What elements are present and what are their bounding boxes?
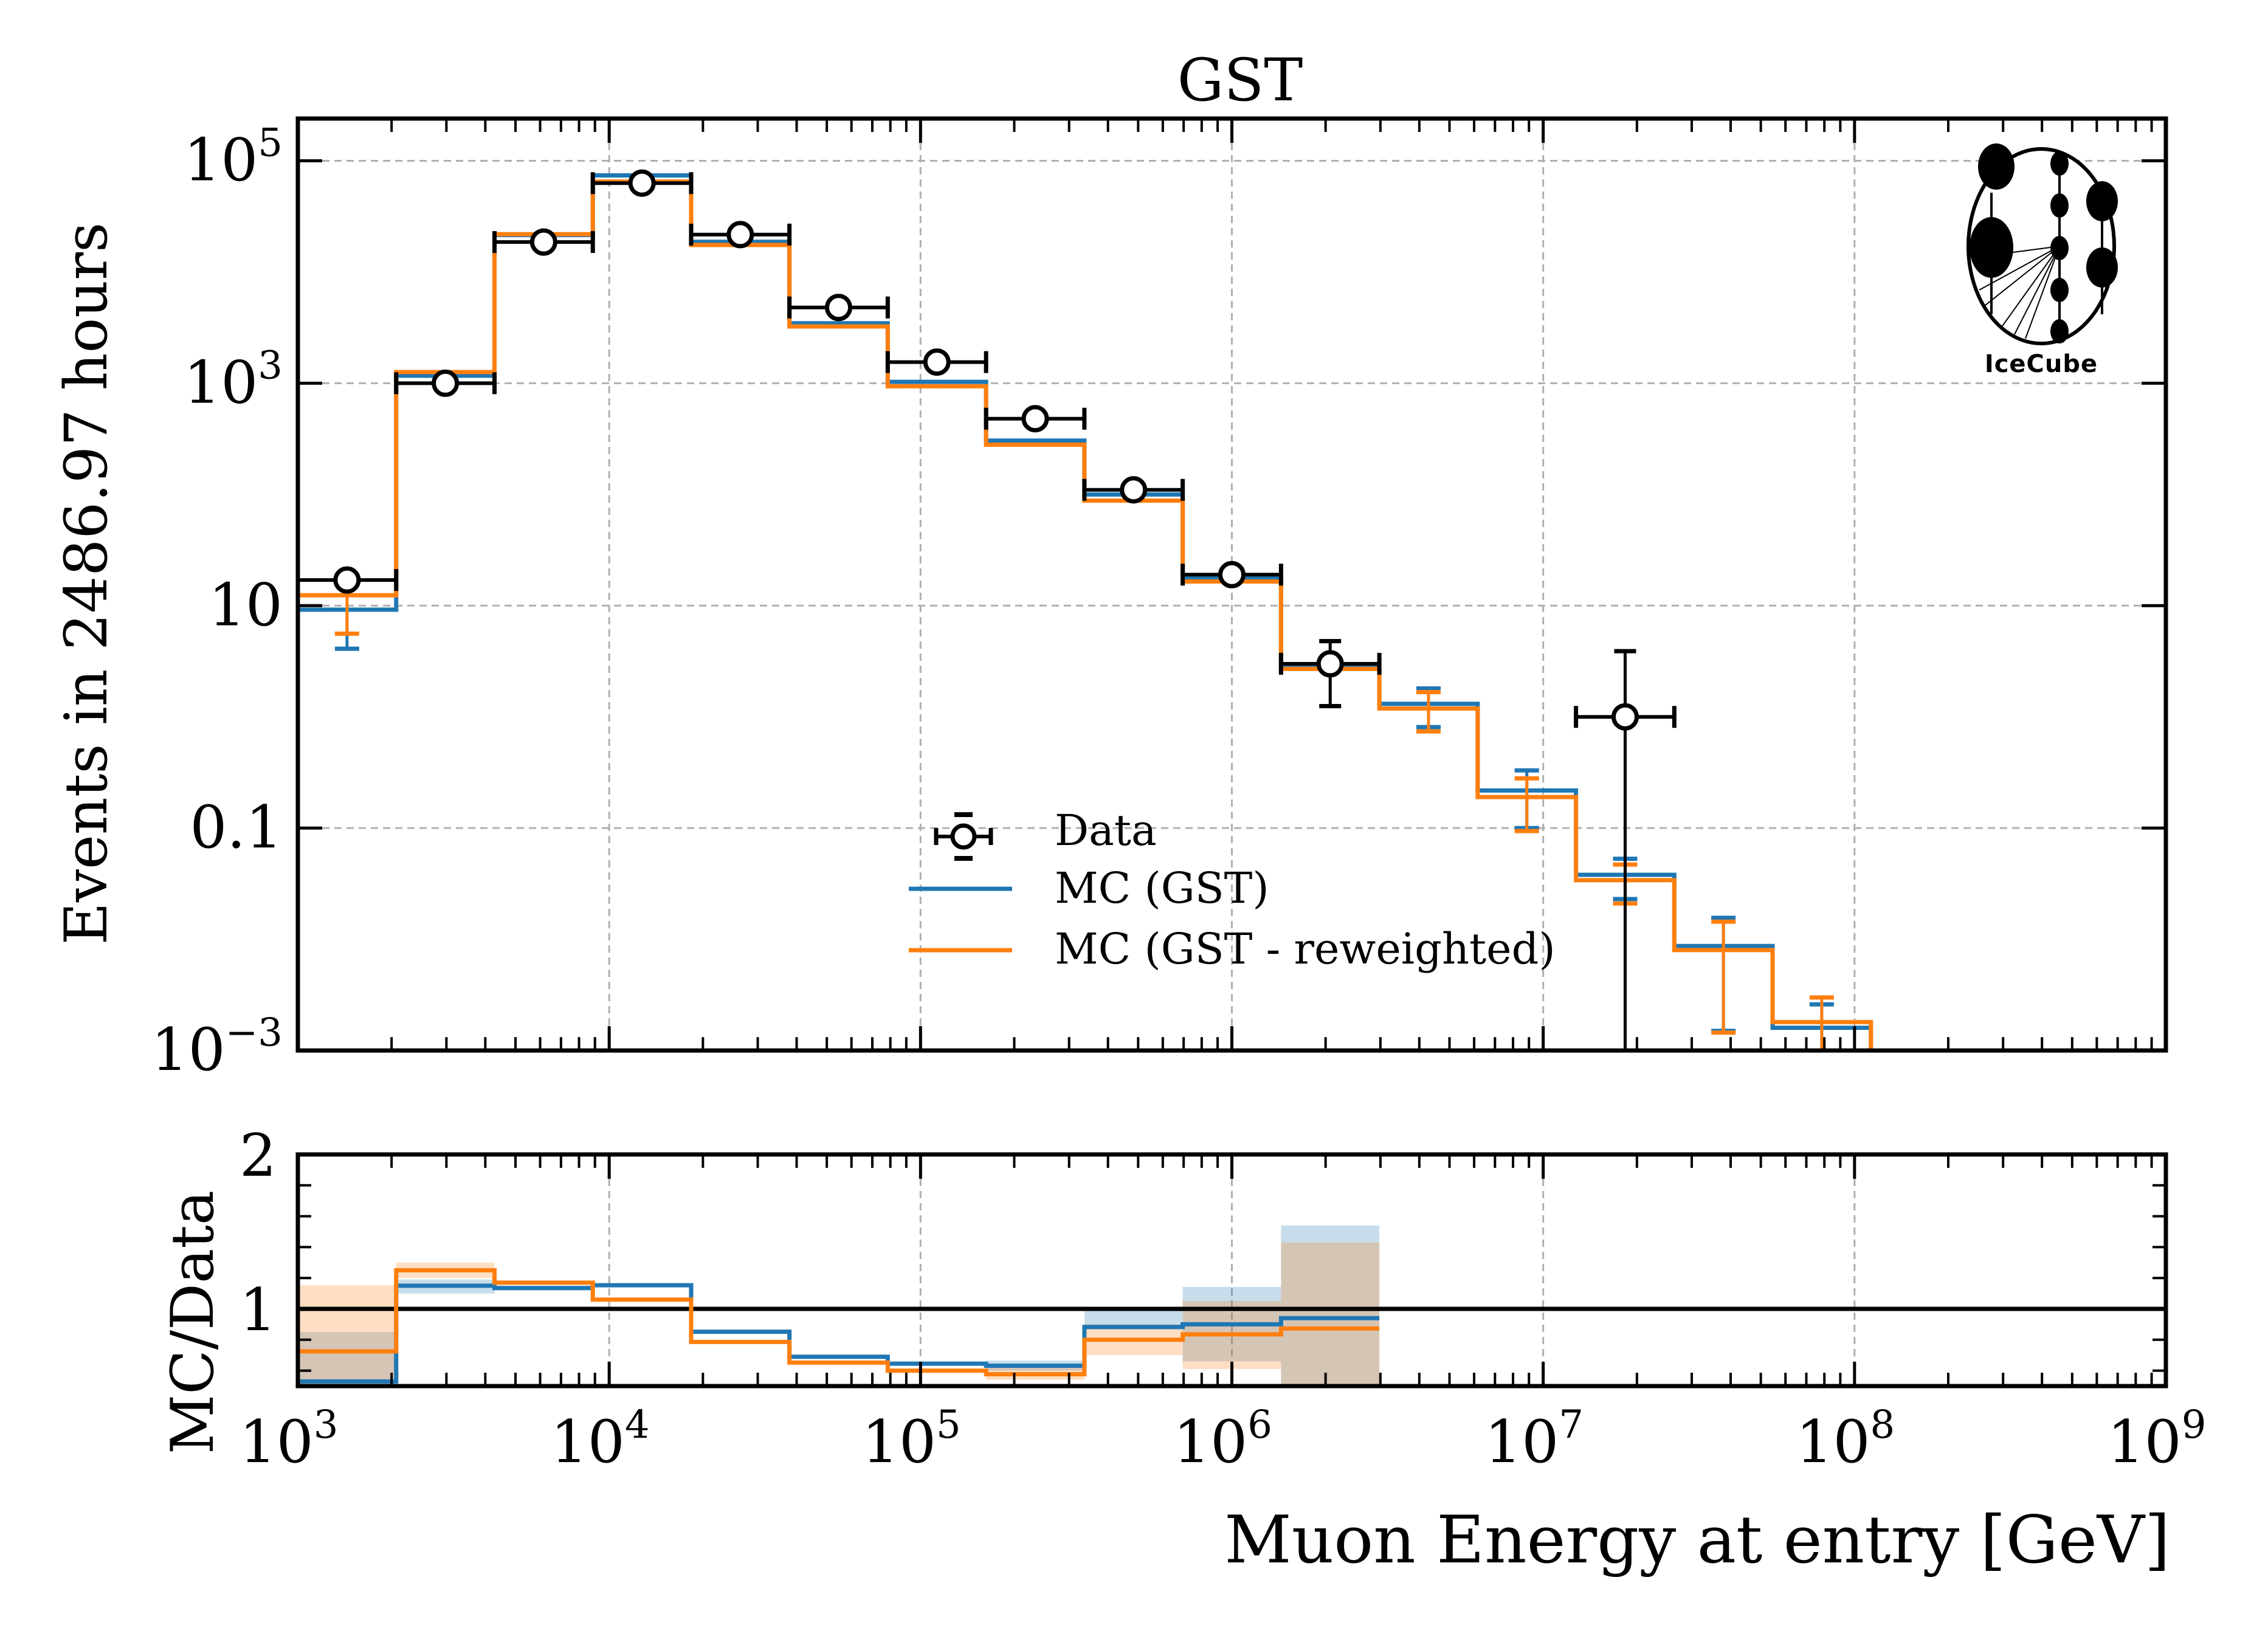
ratio-uncertainty-band <box>1281 1225 1380 1386</box>
x-tick-base: 10 <box>551 1408 625 1476</box>
y-tick-base: 10 <box>151 1016 226 1084</box>
ratio-y-tick-label: 1 <box>240 1276 277 1344</box>
x-tick-label: 105 <box>862 1402 961 1476</box>
data-point <box>1218 561 1246 588</box>
y-tick-label: 10−3 <box>151 1010 283 1084</box>
data-point <box>529 228 557 256</box>
legend-entry-mc-gst: MC (GST) <box>909 863 1269 913</box>
logo-dom-large <box>1970 217 2013 278</box>
x-tick-base: 10 <box>1796 1408 1870 1476</box>
data-point <box>1316 650 1344 678</box>
x-tick-base: 10 <box>240 1408 314 1476</box>
legend-entry-data: Data <box>934 806 1157 861</box>
logo-dom-large <box>1978 143 2015 190</box>
x-tick-exponent: 8 <box>1870 1402 1895 1447</box>
y-tick-label: 103 <box>184 343 283 416</box>
x-tick-exponent: 3 <box>314 1402 339 1447</box>
x-tick-exponent: 7 <box>1559 1402 1584 1447</box>
main-plot-area <box>295 169 1873 1051</box>
data-point <box>1120 476 1148 504</box>
x-tick-label: 104 <box>551 1402 650 1476</box>
y-tick-label: 105 <box>184 121 283 195</box>
legend-label-mc-reweighted: MC (GST - reweighted) <box>1055 924 1556 974</box>
logo-text: IceCube <box>1985 350 2098 378</box>
y-tick-exponent: 3 <box>258 343 283 388</box>
ratio-y-axis-label: MC/Data <box>159 1190 227 1454</box>
y-tick-exponent: 5 <box>258 121 283 166</box>
series-data <box>295 169 1677 1051</box>
ratio-uncertainty-band <box>298 1285 396 1386</box>
legend-entry-mc-reweighted: MC (GST - reweighted) <box>909 924 1556 974</box>
legend-label-data: Data <box>1055 806 1157 855</box>
x-tick-exponent: 4 <box>625 1402 650 1447</box>
x-tick-base: 10 <box>1173 1408 1247 1476</box>
x-tick-base: 10 <box>862 1408 936 1476</box>
logo-dom-large <box>2086 247 2118 288</box>
y-tick-base: 10 <box>184 126 258 195</box>
ratio-series-mc-gst <box>298 1283 1380 1384</box>
x-axis-label: Muon Energy at entry [GeV] <box>1224 1502 2170 1578</box>
x-tick-label: 108 <box>1796 1402 1895 1476</box>
ratio-step-line <box>298 1268 1380 1376</box>
logo-dom <box>2050 193 2069 218</box>
logo-dom <box>2050 319 2069 343</box>
y-tick-base: 10 <box>209 571 283 639</box>
legend-label-mc-gst: MC (GST) <box>1055 863 1269 913</box>
data-point <box>923 348 951 376</box>
data-point <box>726 221 754 249</box>
logo-dom <box>2050 278 2069 302</box>
x-tick-label: 109 <box>2108 1402 2207 1476</box>
data-point <box>628 169 656 197</box>
logo-dom <box>2050 236 2069 260</box>
x-tick-exponent: 5 <box>936 1402 961 1447</box>
legend: Data MC (GST) MC (GST - reweighted) <box>909 806 1556 974</box>
logo-dom <box>2050 151 2069 176</box>
y-tick-base: 10 <box>184 348 258 416</box>
logo-dom-large <box>2086 181 2118 221</box>
ratio-uncertainty-band <box>298 1332 396 1386</box>
y-tick-base: 0.1 <box>190 793 283 861</box>
legend-data-marker <box>950 823 977 850</box>
ratio-y-tick-label: 2 <box>240 1122 277 1190</box>
x-tick-exponent: 9 <box>2182 1402 2207 1447</box>
y-tick-label: 10 <box>209 571 283 639</box>
data-point <box>1021 405 1049 433</box>
logo-ellipse <box>1966 147 2116 345</box>
y-tick-exponent: −3 <box>226 1010 283 1055</box>
y-axis-label: Events in 2486.97 hours <box>52 223 120 945</box>
icecube-logo: IceCube <box>1966 143 2118 378</box>
ratio-plot-area <box>298 1225 2166 1386</box>
x-tick-label: 103 <box>240 1402 339 1476</box>
data-point <box>333 566 361 594</box>
ratio-step-line <box>298 1283 1380 1384</box>
x-tick-base: 10 <box>2108 1408 2182 1476</box>
x-tick-label: 106 <box>1173 1402 1272 1476</box>
y-tick-label: 0.1 <box>190 793 283 861</box>
ratio-band-mc-gst <box>298 1225 1380 1386</box>
ratio-series-mc-reweighted <box>298 1268 1380 1376</box>
x-tick-label: 107 <box>1484 1402 1584 1476</box>
data-point <box>432 369 460 397</box>
ratio-uncertainty-band <box>1281 1242 1380 1386</box>
chart-title: GST <box>1177 46 1303 114</box>
x-tick-exponent: 6 <box>1247 1402 1272 1447</box>
data-point <box>825 294 853 322</box>
data-point <box>1611 703 1639 731</box>
x-tick-base: 10 <box>1484 1408 1559 1476</box>
ratio-grid <box>608 1154 1856 1386</box>
logo-rays <box>1979 246 2060 339</box>
